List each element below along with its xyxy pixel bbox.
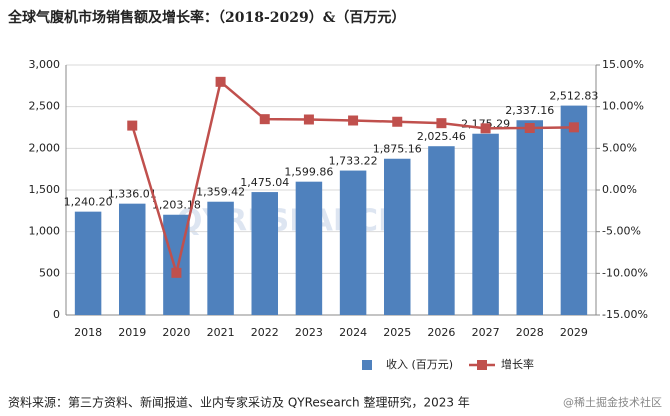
data-label: 2,512.83 — [549, 90, 598, 103]
data-label: 1,240.20 — [64, 196, 113, 209]
y-tick-label: 2,500 — [29, 100, 61, 113]
y-tick-label: 0 — [53, 308, 60, 321]
x-tick-label: 2025 — [383, 326, 411, 339]
line-marker — [392, 116, 403, 127]
y-tick-label: 3,000 — [29, 58, 61, 71]
bar — [74, 211, 102, 315]
line-marker — [524, 123, 535, 133]
y-tick-label: 2,000 — [29, 141, 61, 154]
y-tick-label: 1,000 — [29, 225, 61, 238]
bar — [339, 170, 367, 315]
x-tick-label: 2029 — [560, 326, 588, 339]
line-marker — [568, 122, 579, 133]
x-tick-label: 2022 — [251, 326, 279, 339]
x-tick-label: 2020 — [162, 326, 190, 339]
y2-tick-label: 10.00% — [602, 100, 644, 113]
x-tick-label: 2028 — [516, 326, 544, 339]
x-tick-label: 2018 — [74, 326, 102, 339]
legend-swatch — [477, 360, 487, 370]
line-marker — [348, 115, 359, 126]
x-tick-label: 2027 — [472, 326, 500, 339]
y-tick-label: 500 — [39, 266, 60, 279]
data-label: 2,337.16 — [505, 104, 554, 117]
legend-label: 收入 (百万元) — [386, 357, 453, 371]
x-tick-label: 2023 — [295, 326, 323, 339]
credit: @稀土掘金技术社区 — [563, 395, 662, 409]
bar — [384, 158, 411, 315]
legend-swatch — [362, 360, 372, 370]
y-tick-label: 1,500 — [29, 183, 61, 196]
data-label: 2,025.46 — [417, 130, 466, 143]
x-tick-label: 2026 — [427, 326, 455, 339]
line-marker — [171, 267, 182, 278]
data-label: 1,203.18 — [152, 199, 201, 212]
bar — [472, 133, 499, 315]
data-label: 1,875.16 — [373, 143, 422, 156]
line-marker — [259, 114, 270, 125]
x-tick-label: 2024 — [339, 326, 367, 339]
y2-tick-label: -10.00% — [602, 266, 648, 279]
bar — [119, 203, 146, 315]
data-label: 1,733.22 — [329, 155, 378, 168]
legend-label: 增长率 — [501, 357, 534, 371]
y2-tick-label: 5.00% — [602, 141, 637, 154]
bar — [516, 120, 543, 315]
bar — [207, 201, 234, 315]
y2-tick-label: 15.00% — [602, 58, 644, 71]
bar — [251, 192, 278, 315]
y2-tick-label: -5.00% — [602, 225, 641, 238]
data-label: 1,359.42 — [196, 186, 245, 199]
source-note: 资料来源：第三方资料、新闻报道、业内专家采访及 QYResearch 整理研究，… — [8, 395, 470, 410]
line-marker — [480, 123, 491, 134]
y2-tick-label: 0.00% — [602, 183, 637, 196]
line-marker — [303, 114, 314, 125]
chart-title: 全球气腹机市场销售额及增长率：（2018-2029）&（百万元） — [7, 9, 405, 26]
line-marker — [436, 118, 447, 129]
x-tick-label: 2019 — [118, 326, 146, 339]
data-label: 1,599.86 — [284, 166, 333, 179]
data-label: 1,475.04 — [240, 176, 289, 189]
line-marker — [127, 120, 138, 131]
data-label: 1,336.01 — [108, 188, 157, 201]
bar — [295, 181, 323, 315]
bar — [428, 146, 455, 315]
bar — [560, 105, 588, 315]
y2-tick-label: -15.00% — [602, 308, 648, 321]
line-marker — [215, 76, 226, 87]
x-tick-label: 2021 — [207, 326, 235, 339]
